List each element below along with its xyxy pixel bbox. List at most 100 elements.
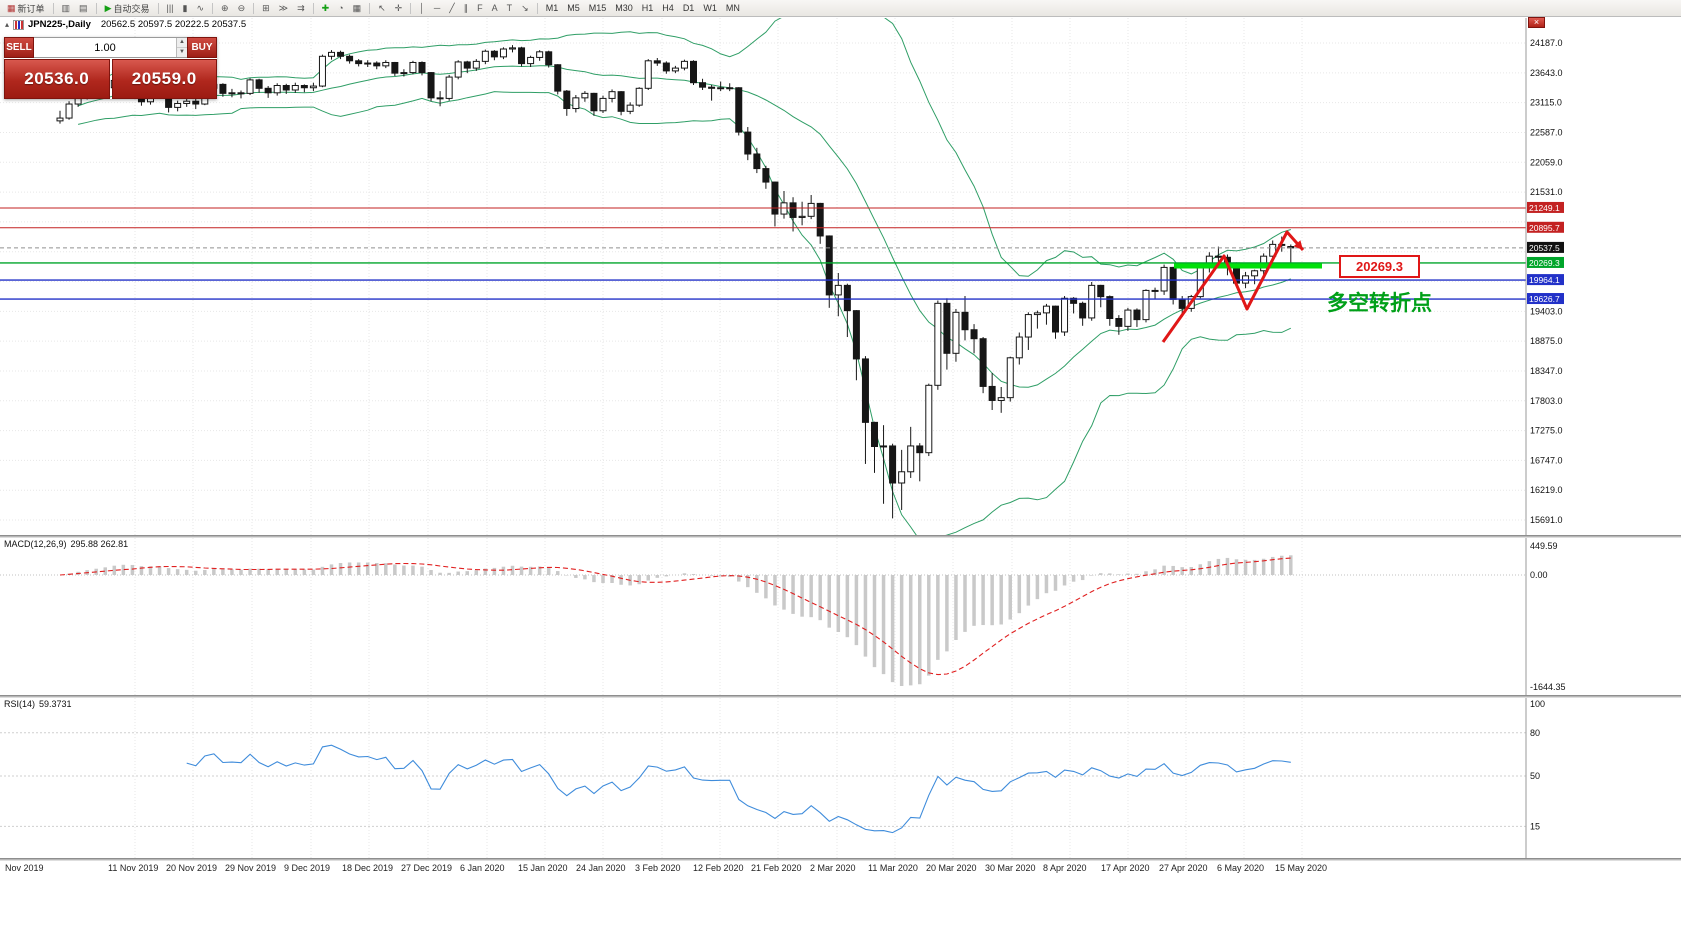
toolbar-separator <box>536 2 538 14</box>
price-callout-box[interactable] <box>1339 255 1420 278</box>
crosshair-button[interactable]: ✛ <box>391 1 407 15</box>
channel-icon: ∥ <box>463 2 469 13</box>
one-click-panel-toggle-icon[interactable]: ▴ <box>5 20 10 29</box>
time-axis-label: 30 Mar 2020 <box>985 863 1036 873</box>
annotation-note-text[interactable]: 多空转折点 <box>1327 291 1432 315</box>
horizontal-line-button[interactable]: ─ <box>430 1 444 15</box>
price-tag <box>1527 274 1564 286</box>
timeframe-m5-button-label: M5 <box>567 3 580 13</box>
candle-body <box>1169 266 1177 300</box>
candle-body <box>1124 309 1132 327</box>
candle-body <box>852 310 860 360</box>
candle-body <box>1142 289 1150 321</box>
zoom-out-button[interactable]: ⊖ <box>234 1 250 15</box>
sell-price-button[interactable]: 20536.0 <box>4 59 110 99</box>
chart-shift-button[interactable]: ⇉ <box>293 1 309 15</box>
candle-body <box>545 51 553 66</box>
chart-close-button[interactable]: × <box>1528 17 1545 28</box>
text-label-button[interactable]: T <box>503 1 517 15</box>
volume-input[interactable] <box>34 38 176 57</box>
trendline-icon: ╱ <box>449 2 455 13</box>
candle-body <box>509 47 516 50</box>
timeframe-h4-button[interactable]: H4 <box>658 1 678 15</box>
bar-chart-button[interactable]: ||| <box>163 1 178 15</box>
candle-body <box>581 92 589 99</box>
time-axis-label: 20 Nov 2019 <box>166 863 217 873</box>
zoom-in-button[interactable]: ⊕ <box>217 1 233 15</box>
candle-body <box>1214 255 1222 258</box>
timeframe-w1-button[interactable]: W1 <box>699 1 721 15</box>
trendline-button[interactable]: ╱ <box>445 1 458 15</box>
autotrading-button[interactable]: ▶ 自动交易 <box>101 1 154 15</box>
candle-body <box>273 85 281 94</box>
panel-separator[interactable] <box>0 695 1681 698</box>
timeframe-m5-button[interactable]: M5 <box>563 1 584 15</box>
new-order-button[interactable]: ▦ 新订单 <box>3 1 49 15</box>
fibonacci-button[interactable]: F <box>473 1 487 15</box>
toolbar-separator <box>212 2 214 14</box>
candle-body <box>1070 297 1078 304</box>
rsi-axis-label: 100 <box>1530 699 1545 709</box>
periods-button[interactable]: ◔ <box>334 1 347 15</box>
line-chart-button[interactable]: ∿ <box>192 1 208 15</box>
crosshair-icon: ✛ <box>394 2 403 13</box>
tile-windows-button[interactable]: ⊞ <box>258 1 274 15</box>
indicators-icon: ✚ <box>321 2 330 13</box>
volume-up-button[interactable]: ▲ <box>177 38 187 48</box>
price-tag-text: 20895.7 <box>1529 223 1560 233</box>
candle-body <box>391 61 399 74</box>
candle-body <box>997 397 1005 401</box>
timeframe-mn-button[interactable]: MN <box>722 1 744 15</box>
rsi-panel[interactable] <box>0 698 1526 858</box>
axes-layer: 24187.0 23643.0 23115.0 22587.0 22059.0 21531… <box>5 18 1566 873</box>
price-tag <box>1527 293 1564 305</box>
macd-panel[interactable] <box>0 538 1526 695</box>
timeframe-d1-button[interactable]: D1 <box>679 1 699 15</box>
candlestick-chart-button[interactable]: ▮ <box>179 1 192 15</box>
timeframe-mn-button-label: MN <box>725 3 740 13</box>
time-axis-label: 8 Apr 2020 <box>1043 863 1087 873</box>
autotrading-play-icon: ▶ <box>104 2 112 13</box>
auto-scroll-button[interactable]: ≫ <box>275 1 292 15</box>
panel-separator[interactable] <box>0 535 1681 538</box>
profiles-icon: ▤ <box>79 2 88 13</box>
timeframe-m30-button-label: M30 <box>615 3 633 13</box>
profiles-button[interactable]: ▤ <box>75 1 92 15</box>
one-click-trading-panel: SELL ▲ ▼ BUY 20536.0 20559.0 <box>4 37 217 99</box>
candle-body <box>699 82 707 88</box>
candle-body <box>264 87 272 94</box>
timeframe-m15-button[interactable]: M15 <box>585 1 611 15</box>
zigzag-trendline[interactable] <box>1161 230 1305 343</box>
price-axis-label: 16219.0 <box>1530 485 1563 495</box>
text-button[interactable]: A <box>488 1 502 15</box>
panel-separator[interactable] <box>0 858 1681 861</box>
price-axis-label: 17275.0 <box>1530 426 1563 436</box>
timeframe-m1-button[interactable]: M1 <box>542 1 563 15</box>
buy-price-button[interactable]: 20559.0 <box>111 59 217 99</box>
timeframe-m30-button[interactable]: M30 <box>611 1 637 15</box>
rsi-line <box>186 744 1291 834</box>
main-chart-panel[interactable]: 20269.3 多空转折点 <box>0 7 1526 542</box>
price-axis-label: 22587.0 <box>1530 127 1563 137</box>
sell-button[interactable]: SELL <box>4 37 34 58</box>
vertical-line-button[interactable]: │ <box>415 1 429 15</box>
arrows-button[interactable]: ↘ <box>517 1 533 15</box>
channel-button[interactable]: ∥ <box>460 1 473 15</box>
price-axis-label: 23643.0 <box>1530 68 1563 78</box>
candle-body <box>65 103 73 119</box>
candle-body <box>626 104 634 112</box>
toolbar-separator <box>52 2 54 14</box>
templates-button[interactable]: ▦ <box>349 1 366 15</box>
candle-body <box>762 168 770 183</box>
buy-button[interactable]: BUY <box>187 37 217 58</box>
timeframe-h1-button[interactable]: H1 <box>638 1 658 15</box>
volume-down-button[interactable]: ▼ <box>177 48 187 57</box>
time-axis-label: 15 Jan 2020 <box>518 863 568 873</box>
price-tag-text: 20537.5 <box>1529 243 1560 253</box>
cursor-button[interactable]: ↖ <box>374 1 390 15</box>
new-chart-button[interactable]: ▥ <box>58 1 75 15</box>
candle-body <box>56 117 64 122</box>
candle-body <box>798 215 806 218</box>
indicators-button[interactable]: ✚ <box>318 1 334 15</box>
